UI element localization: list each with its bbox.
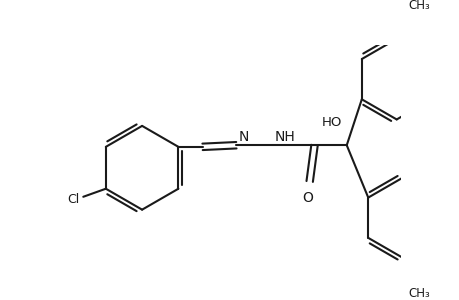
Text: HO: HO — [321, 116, 341, 129]
Text: O: O — [302, 191, 313, 205]
Text: CH₃: CH₃ — [407, 0, 429, 11]
Text: N: N — [238, 130, 249, 144]
Text: Cl: Cl — [67, 193, 79, 206]
Text: CH₃: CH₃ — [408, 287, 430, 300]
Text: NH: NH — [274, 130, 295, 144]
